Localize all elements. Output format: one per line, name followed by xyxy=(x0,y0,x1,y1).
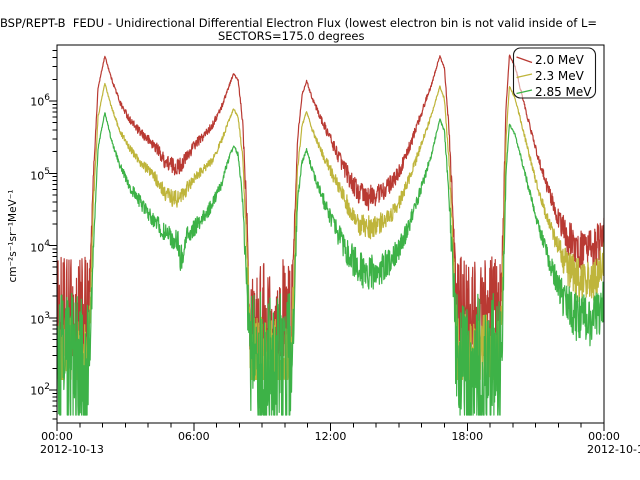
y-tick-label-1e6: 106 xyxy=(30,93,50,109)
legend-sample-2-85-mev xyxy=(516,89,533,95)
legend-box xyxy=(512,47,597,99)
flux-curves xyxy=(57,54,604,416)
legend-label-2-3-mev: 2.3 MeV xyxy=(535,69,584,83)
y-tick-base: 10 xyxy=(30,169,45,183)
y-tick-base: 10 xyxy=(30,241,45,255)
x-tick-label-0000a: 00:00 xyxy=(41,430,73,443)
plot-border xyxy=(56,44,605,424)
x-tick-label-0600: 06:00 xyxy=(177,430,210,443)
legend-label-2-85-mev: 2.85 MeV xyxy=(535,85,592,99)
y-tick-exp: 6 xyxy=(44,93,50,103)
legend-line-samples xyxy=(516,56,533,95)
y-tick-exp: 5 xyxy=(44,167,50,177)
y-tick-exp: 2 xyxy=(44,382,50,392)
y-tick-exp: 3 xyxy=(44,311,50,321)
tick-marks xyxy=(49,50,605,431)
y-tick-base: 10 xyxy=(30,95,45,109)
y-tick-base: 10 xyxy=(30,313,45,327)
flux-curve-2-3-mev xyxy=(57,82,604,381)
y-tick-label-1e2: 102 xyxy=(30,382,50,398)
plot-title: RBSP/REPT-B FEDU - Unidirectional Differ… xyxy=(0,16,598,30)
legend-sample-2-3-mev xyxy=(516,73,533,79)
y-tick-label-1e4: 104 xyxy=(30,239,50,255)
x-tick-label-1800: 18:00 xyxy=(451,430,484,443)
x-tick-label-0000b: 00:00 xyxy=(588,430,620,443)
x-axis-date-end: 2012-10-1 xyxy=(587,443,640,456)
y-tick-base: 10 xyxy=(30,384,45,398)
legend-sample-2-0-mev xyxy=(516,56,533,64)
axis-ticks xyxy=(49,50,605,431)
x-tick-label-1200: 12:00 xyxy=(314,430,347,443)
plot-subtitle: SECTORS=175.0 degrees xyxy=(218,29,365,43)
y-tick-exp: 4 xyxy=(44,239,50,249)
legend-label-2-0-mev: 2.0 MeV xyxy=(535,53,584,67)
y-tick-label-1e5: 105 xyxy=(30,167,50,183)
y-tick-label-1e3: 103 xyxy=(30,311,50,327)
flux-curve-2-85-mev xyxy=(57,112,604,416)
flux-curve-2-0-mev xyxy=(57,54,604,357)
x-axis-date-start: 2012-10-13 xyxy=(40,443,104,456)
